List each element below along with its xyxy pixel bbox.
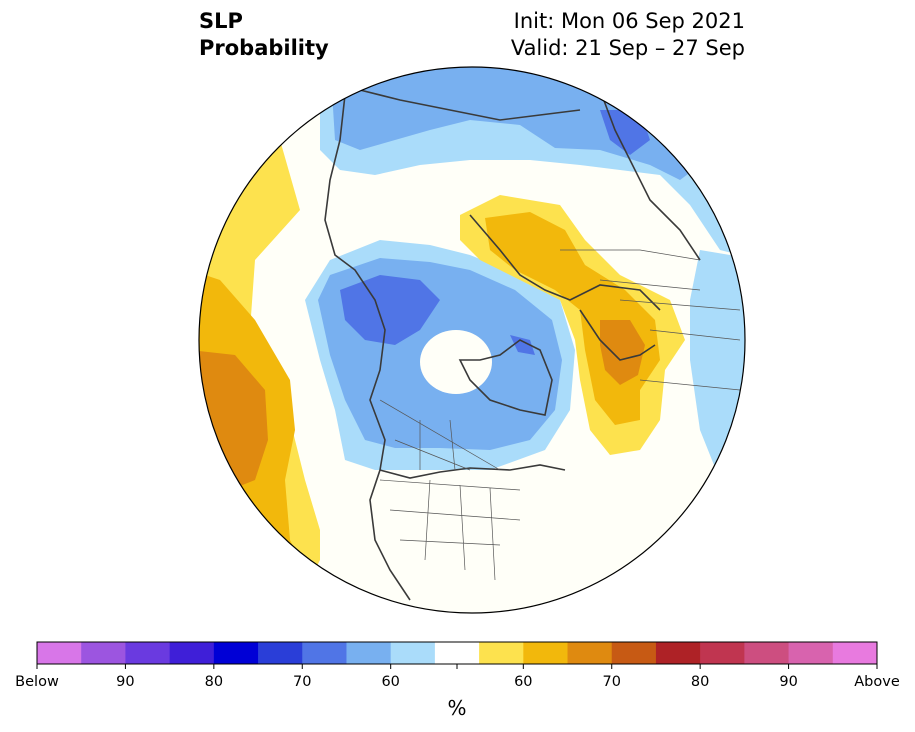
colorbar-label: 90	[779, 674, 798, 690]
plot-title-left: SLP Probability	[199, 8, 329, 62]
coastlines	[324, 89, 701, 601]
colorbar-label: 80	[204, 674, 224, 690]
colorbar-cell	[81, 642, 126, 664]
init-date-label: Init: Mon 06 Sep 2021	[513, 9, 745, 33]
colorbar-label: 90	[116, 674, 135, 690]
colorbar-label: 70	[293, 674, 312, 690]
colorbar-cell	[346, 642, 392, 664]
colorbar-label: Above	[854, 674, 900, 690]
colorbar-label: 70	[602, 674, 621, 690]
colorbar-cell	[567, 642, 613, 664]
colorbar-cell	[434, 642, 480, 664]
product-label: Probability	[199, 36, 329, 60]
colorbar-label: Below	[15, 674, 59, 690]
plot-title-right: Init: Mon 06 Sep 2021 Valid: 21 Sep – 27…	[511, 8, 745, 62]
colorbar-cells	[37, 642, 878, 664]
colorbar-cell	[169, 642, 215, 664]
colorbar-cell	[37, 642, 82, 664]
colorbar-units: %	[447, 696, 467, 720]
colorbar-cell	[125, 642, 171, 664]
colorbar	[36, 641, 878, 669]
colorbar-cell	[479, 642, 524, 664]
colorbar-cell	[655, 642, 701, 664]
colorbar-cell	[258, 642, 303, 664]
colorbar-cell	[302, 642, 347, 664]
colorbar-cell	[832, 642, 878, 664]
colorbar-cell	[700, 642, 745, 664]
colorbar-label: 60	[514, 674, 533, 690]
polar-map	[198, 66, 746, 614]
colorbar-label: 60	[381, 674, 400, 690]
map-boundary	[198, 66, 746, 614]
colorbar-cell	[611, 642, 657, 664]
political-borders	[379, 249, 741, 581]
colorbar-label: 80	[690, 674, 710, 690]
colorbar-cell	[390, 642, 436, 664]
colorbar-cell	[788, 642, 834, 664]
above-normal-eurasia-region	[460, 195, 685, 455]
variable-label: SLP	[199, 9, 243, 33]
colorbar-cell	[523, 642, 569, 664]
valid-range-label: Valid: 21 Sep – 27 Sep	[510, 36, 745, 60]
colorbar-cell	[744, 642, 790, 664]
colorbar-ticks	[36, 664, 878, 669]
colorbar-cell	[213, 642, 259, 664]
